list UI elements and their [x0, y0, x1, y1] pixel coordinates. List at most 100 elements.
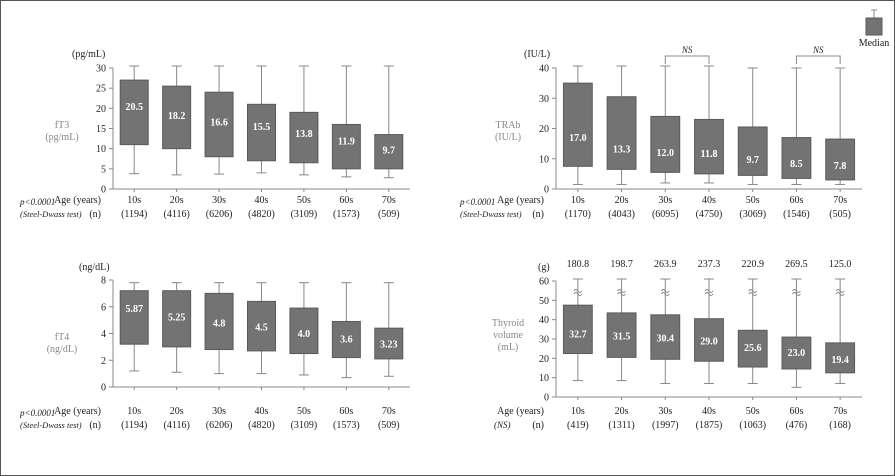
ft4-ylabel-line: fT4: [55, 332, 69, 343]
ft3-median-label: 16.6: [210, 118, 228, 129]
thyroid-volume-ylabel-line: (mL): [498, 342, 519, 353]
ft4-median-label: 5.87: [125, 304, 143, 315]
ft4-box: [374, 327, 404, 360]
thyroid-volume-break-mark: [704, 292, 714, 296]
thyroid-volume-median-label: 25.6: [744, 343, 762, 354]
trab-ylabel-line: TRAb: [496, 120, 521, 131]
thyroid-volume-break-mark: [573, 292, 583, 296]
trab-median-label: 7.8: [834, 161, 847, 172]
ft4-xtick-label: 30s: [212, 406, 226, 417]
thyroid-volume-xtick-label: 60s: [789, 406, 803, 417]
legend-swatch: [865, 17, 883, 36]
thyroid-volume-break-mark: [748, 289, 758, 293]
ft4-median-label: 4.8: [213, 318, 226, 329]
thyroid-volume-break-mark: [835, 289, 845, 293]
ft3-age-header: Age (years): [54, 195, 101, 206]
ft3-ylabel-line: fT3: [55, 120, 69, 131]
trab-n-label: (3069): [739, 209, 766, 220]
ft4-unit-label: (ng/dL): [79, 262, 110, 273]
thyroid-volume-max-label: 269.5: [785, 259, 808, 270]
ft3-median-label: 20.5: [125, 102, 143, 113]
ft3-n-label: (4820): [248, 209, 275, 220]
ft3-xtick-label: 30s: [212, 195, 226, 206]
ft3-n-label: (3109): [291, 209, 318, 220]
trab-median-label: 11.8: [701, 149, 718, 160]
ft4-xtick-label: 60s: [339, 406, 353, 417]
thyroid-volume-break-mark: [660, 292, 670, 296]
ft4-ylabel-line: (ng/dL): [47, 344, 78, 355]
thyroid-volume-n-label: (168): [829, 420, 851, 431]
ft4-median-label: 3.6: [340, 334, 353, 345]
thyroid-volume-xtick-label: 20s: [615, 406, 629, 417]
ft4-xtick-label: 40s: [255, 406, 269, 417]
ft3-box: [374, 134, 404, 170]
thyroid-volume-n-label: (476): [786, 420, 808, 431]
ft3-xtick-label: 70s: [382, 195, 396, 206]
ft3-xtick-label: 60s: [339, 195, 353, 206]
ft4-median-label: 4.0: [298, 329, 311, 340]
thyroid-volume-ytick-label: 50: [539, 296, 549, 307]
ft4-xtick-label: 50s: [297, 406, 311, 417]
trab-median-label: 12.0: [657, 148, 675, 159]
thyroid-volume-break-mark: [617, 289, 626, 293]
trab-ytick-label: 10: [539, 154, 549, 165]
legend: Median: [859, 9, 889, 49]
thyroid-volume-box: [694, 318, 724, 362]
thyroid-volume-break-mark: [573, 289, 583, 293]
ft3-xtick-label: 20s: [170, 195, 184, 206]
ft4-ytick-label: 8: [101, 276, 106, 287]
trab-box: [781, 137, 812, 179]
thyroid-volume-box: [781, 336, 812, 370]
trab-xtick-label: 40s: [702, 195, 716, 206]
trab-ytick-label: 40: [539, 64, 549, 75]
trab-xtick-label: 30s: [658, 195, 672, 206]
ft3-ylabel-line: (pg/mL): [45, 132, 78, 143]
ft4-xtick-label: 70s: [382, 406, 396, 417]
ft3-box: [246, 103, 277, 162]
trab-ns-label: NS: [681, 45, 693, 55]
thyroid-volume-median-label: 23.0: [788, 348, 806, 359]
trab-median-label: 9.7: [746, 155, 759, 166]
thyroid-volume-break-mark: [792, 289, 801, 293]
trab-xtick-label: 60s: [789, 195, 803, 206]
trab-ytick-label: 30: [539, 94, 549, 105]
thyroid-volume-max-label: 125.0: [829, 259, 852, 270]
thyroid-volume-box: [737, 329, 768, 368]
thyroid-volume-max-label: 180.8: [567, 259, 590, 270]
ft3-ytick-label: 0: [101, 185, 106, 196]
ft4-box: [162, 290, 192, 348]
ft3-ytick-label: 20: [96, 104, 106, 115]
thyroid-volume-ytick-label: 10: [539, 373, 549, 384]
trab-box: [562, 82, 593, 167]
thyroid-volume-ytick-label: 20: [539, 354, 549, 365]
trab-xtick-label: 50s: [746, 195, 760, 206]
thyroid-volume-box: [825, 342, 856, 374]
trab-ns-bracket: [664, 55, 710, 64]
thyroid-volume-break-mark: [660, 289, 670, 293]
ft4-median-label: 3.23: [380, 339, 398, 350]
ft3-n-header: (n): [89, 209, 101, 220]
ft3-n-label: (6206): [206, 209, 233, 220]
ft4-box: [289, 307, 319, 355]
ft3-xtick-label: 50s: [297, 195, 311, 206]
thyroid-volume-age-header: Age (years): [497, 406, 544, 417]
trab-ylabel-line: (IU/L): [495, 132, 521, 143]
thyroid-volume-n-header: (n): [532, 420, 544, 431]
thyroid-volume-ylabel-line: Thyroid: [492, 318, 524, 329]
thyroid-volume-n-label: (1063): [739, 420, 766, 431]
trab-n-label: (6095): [652, 209, 679, 220]
thyroid-volume-median-label: 19.4: [831, 355, 849, 366]
trab-ns-bracket: [795, 55, 841, 64]
ft3-ytick-label: 15: [96, 124, 106, 135]
trab-test-label: (Steel-Dwass test): [460, 209, 522, 219]
thyroid-volume-break-mark: [792, 292, 801, 296]
trab-ytick-label: 0: [544, 185, 549, 196]
ft4-box: [204, 292, 234, 351]
thyroid-volume-box: [606, 312, 637, 358]
trab-xtick-label: 10s: [571, 195, 585, 206]
ft3-ytick-label: 30: [96, 64, 106, 75]
thyroid-volume-median-label: 32.7: [569, 329, 587, 340]
thyroid-volume-xtick-label: 10s: [571, 406, 585, 417]
